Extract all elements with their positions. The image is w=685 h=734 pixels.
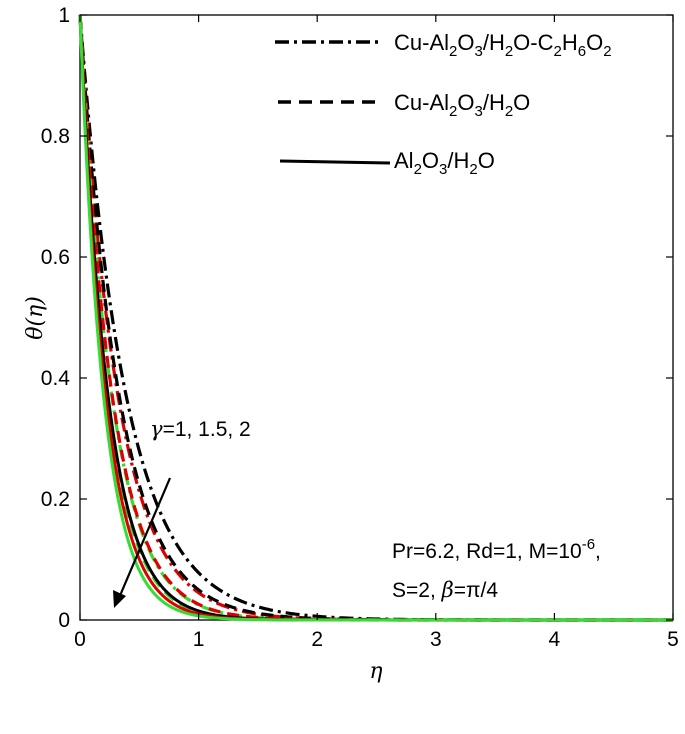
gamma-symbol: γ xyxy=(150,417,163,441)
svg-text:S=2, β=π/4: S=2, β=π/4 xyxy=(392,578,498,602)
svg-text:Pr=6.2, Rd=1, M=10-6,: Pr=6.2, Rd=1, M=10-6, xyxy=(392,536,601,563)
y-tick-label: 0.8 xyxy=(41,125,70,148)
param-line1-exponent: -6 xyxy=(582,536,595,553)
y-tick-label: 0.4 xyxy=(41,367,71,390)
x-tick-label: 3 xyxy=(430,628,442,651)
gamma-arrow-shaft xyxy=(117,477,172,599)
y-tick-label: 1 xyxy=(58,4,70,27)
svg-text:γ=1, 1.5, 2: γ=1, 1.5, 2 xyxy=(150,417,251,441)
x-tick-label: 5 xyxy=(667,628,679,651)
series-line-solid-gamma-2 xyxy=(78,14,673,622)
x-tick-label: 4 xyxy=(549,628,561,651)
series-layer xyxy=(78,14,673,622)
param-line2-prefix: S=2, xyxy=(392,579,442,602)
x-tick-label: 1 xyxy=(193,628,205,651)
x-tick-label: 0 xyxy=(74,628,86,651)
y-axis-title: θ(η) xyxy=(23,296,48,340)
tick-layer: 0 1 2 3 4 5 0 0.2 0.4 0.6 0.8 1 xyxy=(41,4,679,651)
x-tick-label: 2 xyxy=(311,628,323,651)
param-line1-tail: , xyxy=(595,540,601,563)
param-line2-suffix: =π/4 xyxy=(454,579,499,602)
gamma-values: =1, 1.5, 2 xyxy=(163,418,251,441)
y-tick-label: 0.2 xyxy=(41,488,70,511)
legend-line-solid xyxy=(279,159,391,165)
y-tick-label: 0.6 xyxy=(41,246,70,269)
param-beta-symbol: β xyxy=(441,578,454,602)
param-line1: Pr=6.2, Rd=1, M=10 xyxy=(392,540,582,563)
gamma-annotation: γ=1, 1.5, 2 xyxy=(113,417,251,608)
plot-frame xyxy=(79,14,674,621)
parameter-annotation: Pr=6.2, Rd=1, M=10-6, S=2, β=π/4 xyxy=(392,536,601,602)
x-axis-title: η xyxy=(369,659,382,684)
y-tick-label: 0 xyxy=(58,609,70,632)
gamma-arrow-head xyxy=(113,590,126,608)
